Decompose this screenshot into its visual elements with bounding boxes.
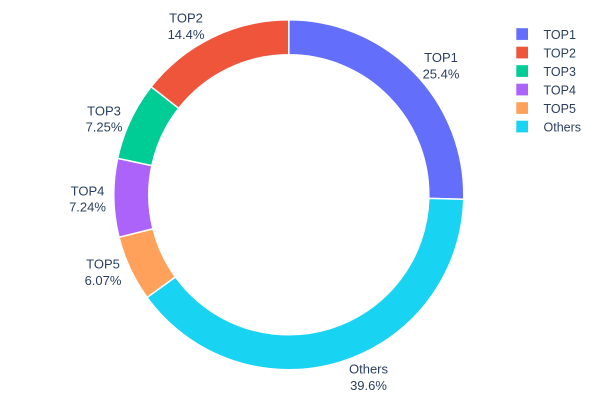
svg-text:TOP2: TOP2	[169, 10, 203, 25]
svg-text:7.25%: 7.25%	[86, 120, 123, 135]
svg-text:14.4%: 14.4%	[168, 27, 205, 42]
svg-text:TOP4: TOP4	[71, 183, 105, 198]
svg-text:TOP2: TOP2	[544, 47, 576, 61]
svg-text:39.6%: 39.6%	[350, 378, 387, 393]
svg-text:6.07%: 6.07%	[85, 273, 122, 288]
svg-text:Others: Others	[544, 121, 582, 135]
svg-text:TOP1: TOP1	[424, 50, 458, 65]
svg-text:TOP5: TOP5	[544, 102, 576, 116]
svg-text:25.4%: 25.4%	[423, 67, 460, 82]
svg-text:TOP3: TOP3	[87, 103, 121, 118]
svg-text:TOP5: TOP5	[86, 257, 120, 272]
svg-text:7.24%: 7.24%	[69, 200, 106, 215]
svg-text:TOP4: TOP4	[544, 84, 576, 98]
svg-text:TOP3: TOP3	[544, 65, 576, 79]
svg-text:Others: Others	[349, 362, 389, 377]
svg-text:TOP1: TOP1	[544, 28, 576, 42]
